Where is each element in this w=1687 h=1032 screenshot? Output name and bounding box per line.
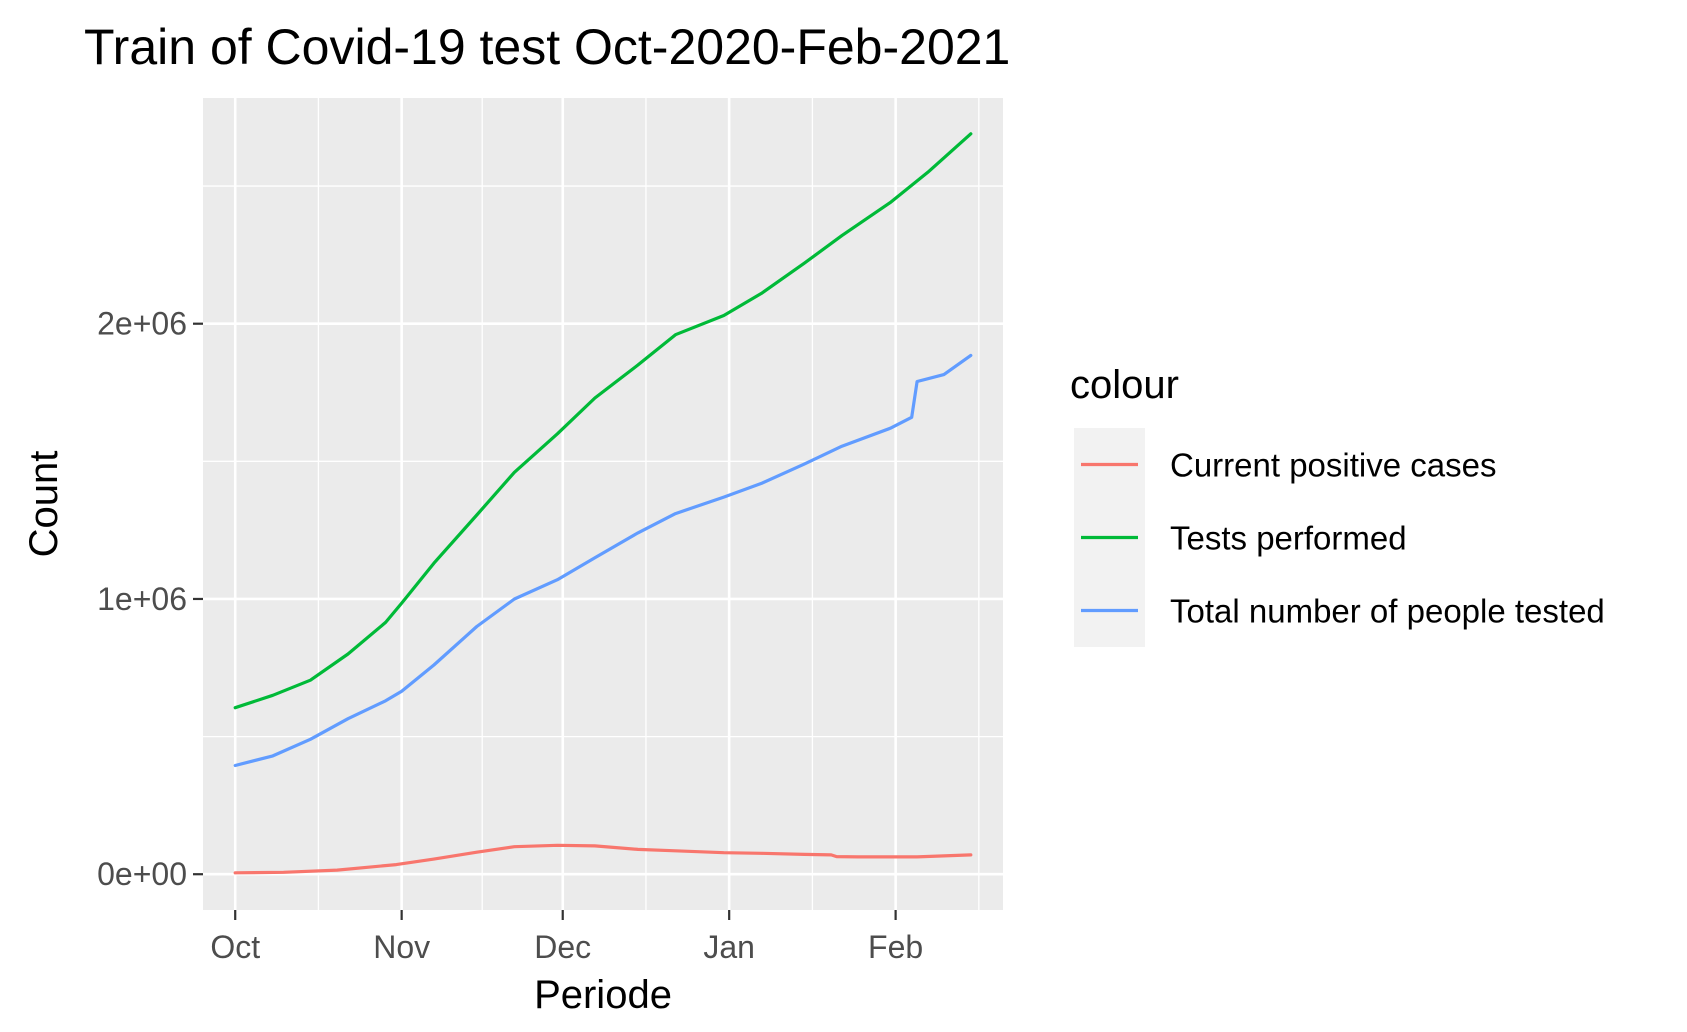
x-tick-label: Nov: [373, 929, 430, 965]
legend-label: Tests performed: [1170, 520, 1407, 557]
x-tick-label: Dec: [534, 929, 591, 965]
y-tick-label: 1e+06: [97, 581, 187, 617]
legend: colour Current positive cases Tests perfo…: [1070, 363, 1605, 647]
x-axis: Oct Nov Dec Jan Feb: [210, 910, 923, 965]
legend-title: colour: [1070, 363, 1179, 407]
y-tick-label: 2e+06: [97, 306, 187, 342]
legend-label: Total number of people tested: [1170, 593, 1605, 630]
x-tick-label: Feb: [868, 929, 923, 965]
x-axis-title: Periode: [534, 973, 672, 1017]
series-line: [233, 353, 973, 768]
legend-label: Current positive cases: [1170, 447, 1496, 484]
series-lines: [233, 132, 973, 875]
y-tick-label: 0e+00: [97, 856, 187, 892]
series-line: [233, 132, 973, 710]
major-gridlines: [203, 98, 1003, 910]
minor-gridlines: [203, 98, 1003, 910]
chart-title: Train of Covid-19 test Oct-2020-Feb-2021: [84, 19, 1010, 75]
y-axis: 0e+00 1e+06 2e+06: [97, 306, 203, 892]
y-axis-title: Count: [22, 451, 66, 558]
plot-panel: [203, 98, 1003, 910]
x-tick-label: Oct: [210, 929, 260, 965]
series-line: [233, 843, 973, 875]
x-tick-label: Jan: [703, 929, 755, 965]
